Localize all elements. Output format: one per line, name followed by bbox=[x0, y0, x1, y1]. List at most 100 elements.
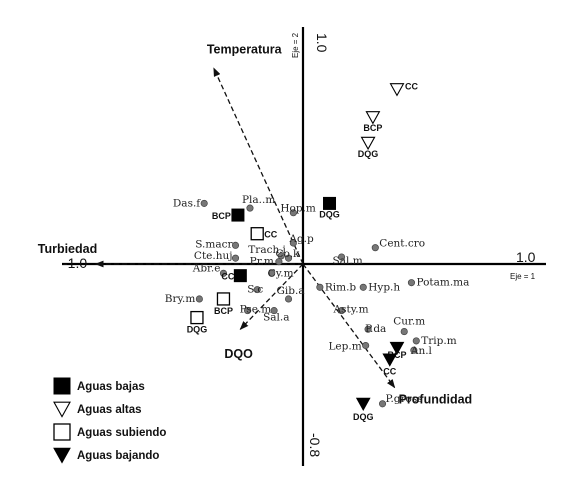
species-point-pla-m bbox=[246, 204, 254, 212]
species-label-co-k: Co.k bbox=[276, 248, 301, 260]
species-label-das-f: Das.f bbox=[173, 197, 201, 209]
species-label-s-c: S.c bbox=[247, 284, 263, 296]
species-label-lep-m: Lep.m bbox=[328, 341, 361, 353]
species-label-pla-m: Pla..m bbox=[242, 194, 275, 206]
species-point-rim-b bbox=[316, 283, 324, 291]
site-label-aguas-bajando-cc: CC bbox=[383, 367, 396, 377]
species-point-cur-m bbox=[400, 328, 408, 336]
species-label-sal-a: Sal.a bbox=[263, 312, 289, 324]
env-vectors: Temperatura Turbiedad DQO Profundidad bbox=[38, 42, 472, 406]
axes: -1.0 1.0 Eje = 1 1.0 -0.8 Eje = 2 bbox=[62, 27, 546, 466]
site-marker-aguas-bajando-dqg bbox=[355, 397, 371, 412]
species-point-ag-p bbox=[289, 239, 297, 247]
site-label-aguas-altas-dqg: DQG bbox=[358, 149, 379, 159]
legend-marker-aguas-subiendo bbox=[53, 423, 71, 441]
species-label-gib-a: Gib.a bbox=[277, 285, 305, 297]
site-label-aguas-bajas-dqg: DQG bbox=[319, 209, 340, 219]
species-point-s-macr bbox=[231, 241, 240, 249]
legend-marker-aguas-altas bbox=[53, 401, 71, 418]
species-point-trach-i bbox=[277, 252, 285, 260]
species-label-rim-b: Rim.b bbox=[325, 281, 357, 293]
site-label-aguas-bajas-cc: CC bbox=[221, 272, 234, 282]
x-axis-name: Eje = 1 bbox=[510, 272, 536, 281]
species-label-cte-huj: Cte.huj bbox=[194, 250, 233, 262]
species-label-trip-m: Trip.m bbox=[421, 335, 456, 347]
site-marker-aguas-subiendo-cc bbox=[250, 227, 264, 241]
species-point-sal-m bbox=[338, 253, 346, 261]
species-label-potam-ma: Potam.ma bbox=[416, 277, 469, 289]
y-axis-min-label: -0.8 bbox=[307, 433, 323, 457]
species-point-p-gross bbox=[378, 400, 387, 408]
species-point-asty-m bbox=[338, 307, 346, 315]
species-point-lep-m bbox=[362, 341, 370, 350]
species-point-cy-m bbox=[268, 269, 276, 277]
species-point-trip-m bbox=[412, 337, 420, 345]
legend: Aguas bajas Aguas altas Aguas subiendo Agua… bbox=[53, 377, 166, 464]
species-point-sal-a bbox=[270, 307, 278, 315]
species-label-trach-i: Trach.i bbox=[248, 244, 286, 256]
species-label-hop-m: Hop.m bbox=[280, 203, 316, 215]
species-label-cy-m: Cy.m bbox=[268, 267, 294, 279]
legend-label-aguas-altas: Aguas altas bbox=[77, 404, 142, 416]
site-marker-aguas-bajando-bcp bbox=[389, 341, 405, 356]
species-point-p-da bbox=[364, 325, 372, 333]
species-point-s-c bbox=[253, 286, 261, 294]
site-marker-aguas-altas-dqg bbox=[360, 136, 376, 151]
species-label-hyp-h: Hyp.h bbox=[368, 281, 400, 293]
species-point-das-f bbox=[200, 199, 208, 207]
site-label-aguas-bajando-dqg: DQG bbox=[353, 412, 374, 422]
species-point-potam-ma bbox=[407, 279, 416, 287]
species-label-cent-cro: Cent.cro bbox=[379, 238, 425, 250]
site-label-aguas-subiendo-cc: CC bbox=[264, 230, 277, 240]
species-label-asty-m: Asty.m bbox=[333, 304, 369, 316]
species-label-p-da: P.da bbox=[365, 323, 386, 335]
site-label-aguas-bajas-bcp: BCP bbox=[212, 211, 231, 221]
species-label-bry-m: Bry.m bbox=[165, 293, 196, 305]
species-label-s-macr: S.macr bbox=[195, 238, 233, 250]
site-marker-aguas-bajas-bcp bbox=[231, 208, 245, 222]
species-label-pr-m: Pr.m bbox=[250, 256, 274, 268]
site-label-aguas-subiendo-bcp: BCP bbox=[214, 306, 233, 316]
species-point-bry-m bbox=[195, 295, 203, 303]
species-point-hyp-h bbox=[359, 283, 367, 291]
site-marker-aguas-bajas-dqg bbox=[323, 196, 337, 210]
species-point-cent-cro bbox=[371, 244, 379, 252]
legend-label-aguas-subiendo: Aguas subiendo bbox=[77, 427, 166, 439]
site-marker-aguas-subiendo-dqg bbox=[190, 310, 204, 325]
vector-label-turbiedad: Turbiedad bbox=[38, 242, 98, 256]
legend-marker-aguas-bajas bbox=[53, 377, 71, 395]
species-point-pse-m bbox=[244, 307, 252, 315]
species-label-abr-e: Abr.e bbox=[192, 262, 221, 274]
site-label-aguas-bajando-bcp: BCP bbox=[387, 350, 406, 360]
y-axis-max-label: 1.0 bbox=[314, 33, 330, 53]
vector-arrow-temperatura bbox=[213, 67, 304, 265]
species-label-cur-m: Cur.m bbox=[393, 316, 425, 328]
vector-label-temperatura: Temperatura bbox=[207, 42, 283, 56]
site-label-aguas-altas-cc: CC bbox=[405, 81, 418, 91]
x-axis-max-label: 1.0 bbox=[516, 249, 536, 265]
species-point-hop-m bbox=[289, 209, 297, 217]
site-marker-aguas-altas-bcp bbox=[365, 111, 381, 125]
site-label-aguas-subiendo-dqg: DQG bbox=[187, 325, 208, 335]
species-label-ag-p: Ag.p bbox=[288, 233, 314, 245]
species-point-cte-huj bbox=[231, 254, 240, 262]
species-label-an-l: An.l bbox=[410, 345, 433, 357]
species-point-an-l bbox=[410, 346, 418, 354]
species-label-p-gross: P.gross bbox=[386, 393, 423, 405]
legend-label-aguas-bajando: Aguas bajando bbox=[77, 450, 159, 462]
site-marker-aguas-bajando-cc bbox=[382, 353, 398, 367]
site-marker-aguas-bajas-cc bbox=[233, 269, 247, 283]
vector-label-dqo: DQO bbox=[224, 347, 253, 361]
species-label-sal-m: Sal.m bbox=[333, 255, 363, 267]
site-marker-aguas-altas-cc bbox=[389, 83, 405, 97]
vector-arrow-dqo bbox=[239, 263, 304, 330]
species-label-pse-m: Pse.m bbox=[240, 304, 272, 316]
x-axis-min-label: -1.0 bbox=[63, 255, 87, 271]
legend-marker-aguas-bajando bbox=[53, 447, 71, 464]
vector-label-profundidad: Profundidad bbox=[399, 392, 473, 406]
species-point-co-k bbox=[284, 254, 293, 262]
species-point-pr-m bbox=[275, 258, 283, 266]
site-marker-aguas-subiendo-bcp bbox=[216, 292, 231, 306]
